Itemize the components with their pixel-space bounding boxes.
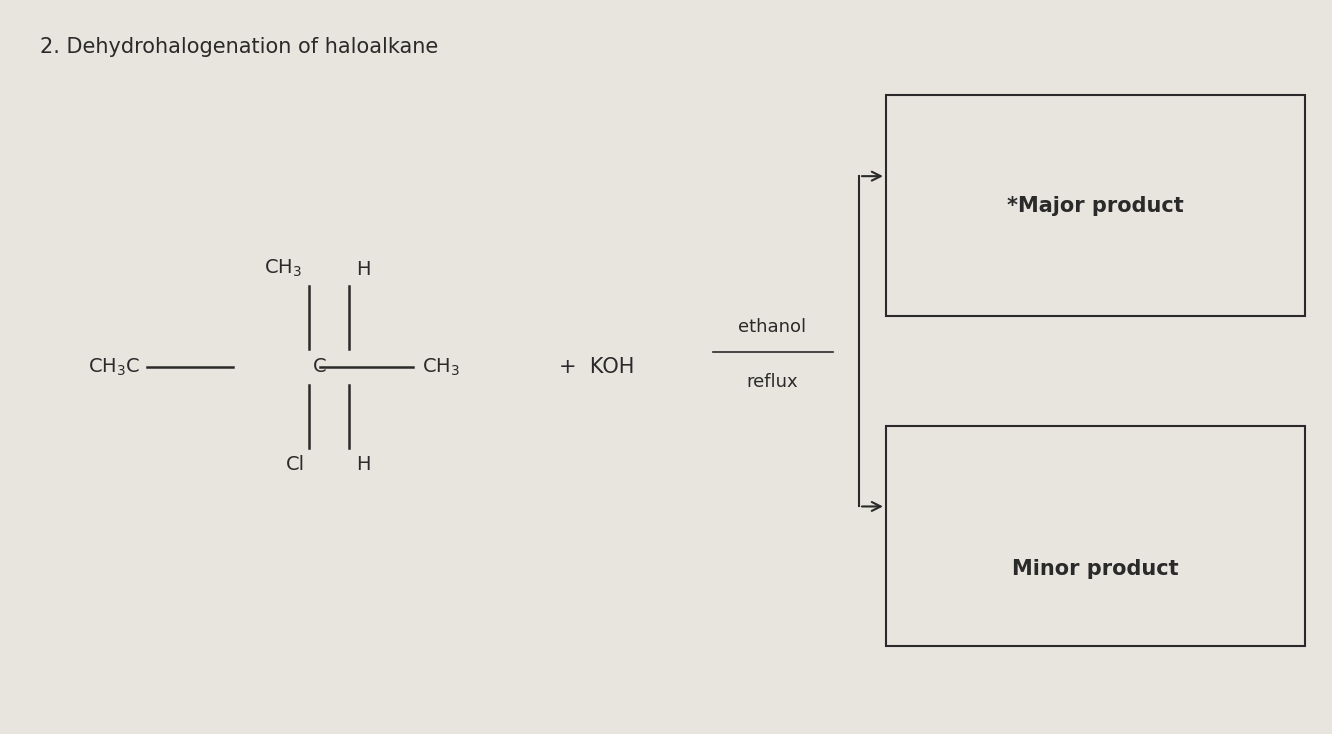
Text: $\mathsf{CH_3}$: $\mathsf{CH_3}$ bbox=[264, 258, 302, 279]
Text: ethanol: ethanol bbox=[738, 318, 807, 335]
Text: 2. Dehydrohalogenation of haloalkane: 2. Dehydrohalogenation of haloalkane bbox=[40, 37, 438, 57]
Text: +  KOH: + KOH bbox=[559, 357, 635, 377]
Text: H: H bbox=[356, 455, 370, 474]
Bar bbox=[886, 95, 1305, 316]
Text: C: C bbox=[313, 357, 326, 377]
Text: Minor product: Minor product bbox=[1012, 559, 1179, 579]
Text: Cl: Cl bbox=[286, 455, 305, 474]
Bar bbox=[886, 426, 1305, 646]
Text: *Major product: *Major product bbox=[1007, 195, 1184, 216]
Text: reflux: reflux bbox=[747, 373, 798, 390]
Text: $\mathsf{CH_3}$: $\mathsf{CH_3}$ bbox=[422, 356, 461, 378]
Text: H: H bbox=[356, 260, 370, 279]
Text: $\mathsf{CH_3C}$: $\mathsf{CH_3C}$ bbox=[88, 356, 140, 378]
